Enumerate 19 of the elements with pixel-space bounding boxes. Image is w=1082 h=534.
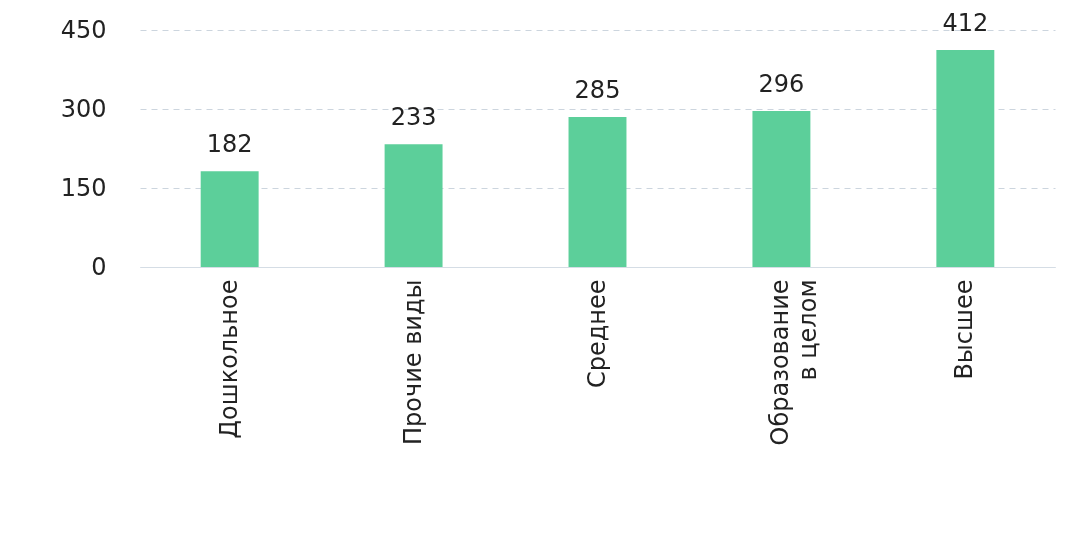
data-label: 233 [390,103,437,132]
bar [936,50,995,267]
x-tick-label: Высшее [950,279,979,380]
x-tick-label: Дошкольное [214,279,243,439]
x-tick-label: Прочие виды [398,279,427,445]
y-tick-label: 300 [60,94,107,123]
y-tick-label: 150 [60,173,107,202]
bar [568,116,627,267]
bar [200,171,259,267]
y-tick-label: 450 [60,15,107,44]
bar [384,144,443,267]
x-tick-label: Образование в целом [766,279,823,446]
data-label: 182 [206,130,253,159]
data-label: 412 [942,9,989,38]
data-label: 296 [758,70,805,99]
x-tick-label: Среднее [582,279,611,389]
data-label: 285 [574,75,621,104]
y-tick-label: 0 [91,252,107,281]
bar [752,111,811,267]
